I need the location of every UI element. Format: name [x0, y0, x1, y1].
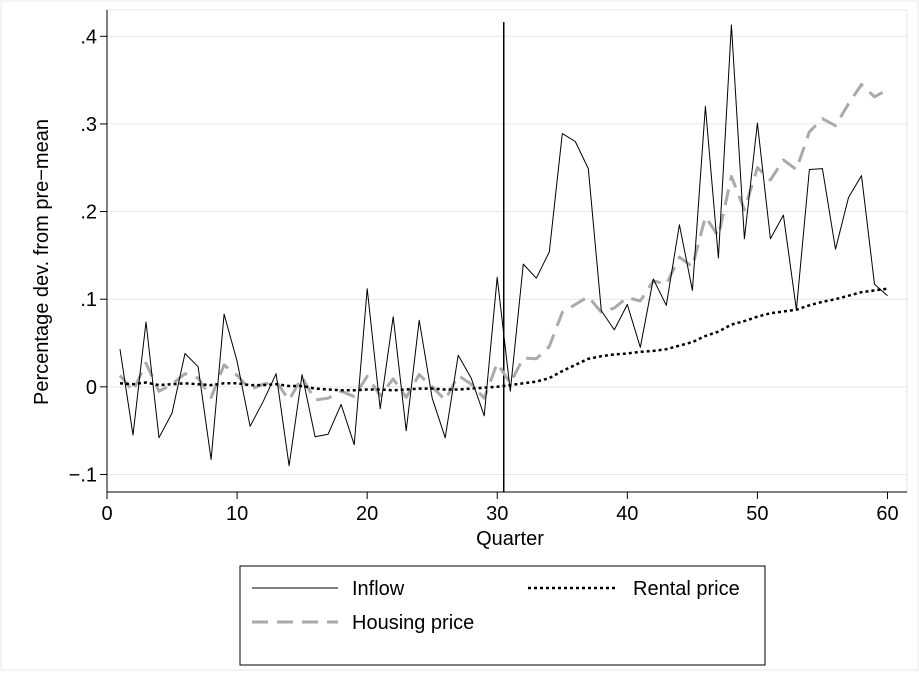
series-layer [118, 22, 889, 492]
series-line-inflow [119, 24, 888, 467]
x-tick-label: 10 [226, 503, 248, 525]
y-tick-label: .2 [80, 202, 97, 224]
x-tick-label: 50 [746, 503, 768, 525]
x-tick-label: 20 [356, 503, 378, 525]
legend-label-rental-price: Rental price [633, 578, 740, 600]
y-tick-label: .1 [80, 289, 97, 311]
x-tick-label: 40 [616, 503, 638, 525]
y-axis-title: Percentage dev. from pre−mean [31, 119, 53, 405]
x-tick-label: 60 [876, 503, 898, 525]
y-tick-label: .3 [80, 114, 97, 136]
x-tick-label: 30 [486, 503, 508, 525]
x-tick-label: 0 [101, 503, 112, 525]
series-line-housing-price [118, 83, 889, 402]
y-tick-label: −.1 [69, 464, 97, 486]
legend-label-inflow: Inflow [352, 578, 405, 600]
y-tick-label: 0 [86, 377, 97, 399]
legend-box [239, 565, 766, 666]
legend-label-housing-price: Housing price [352, 612, 474, 634]
x-axis-title: Quarter [476, 528, 544, 550]
legend: Inflow Rental price Housing price [239, 565, 766, 666]
axes: −.10.1.2.3.40 10 20 30 40 50 60 [69, 10, 907, 525]
y-tick-label: .4 [80, 26, 97, 48]
series-line-rental-price [119, 287, 888, 392]
